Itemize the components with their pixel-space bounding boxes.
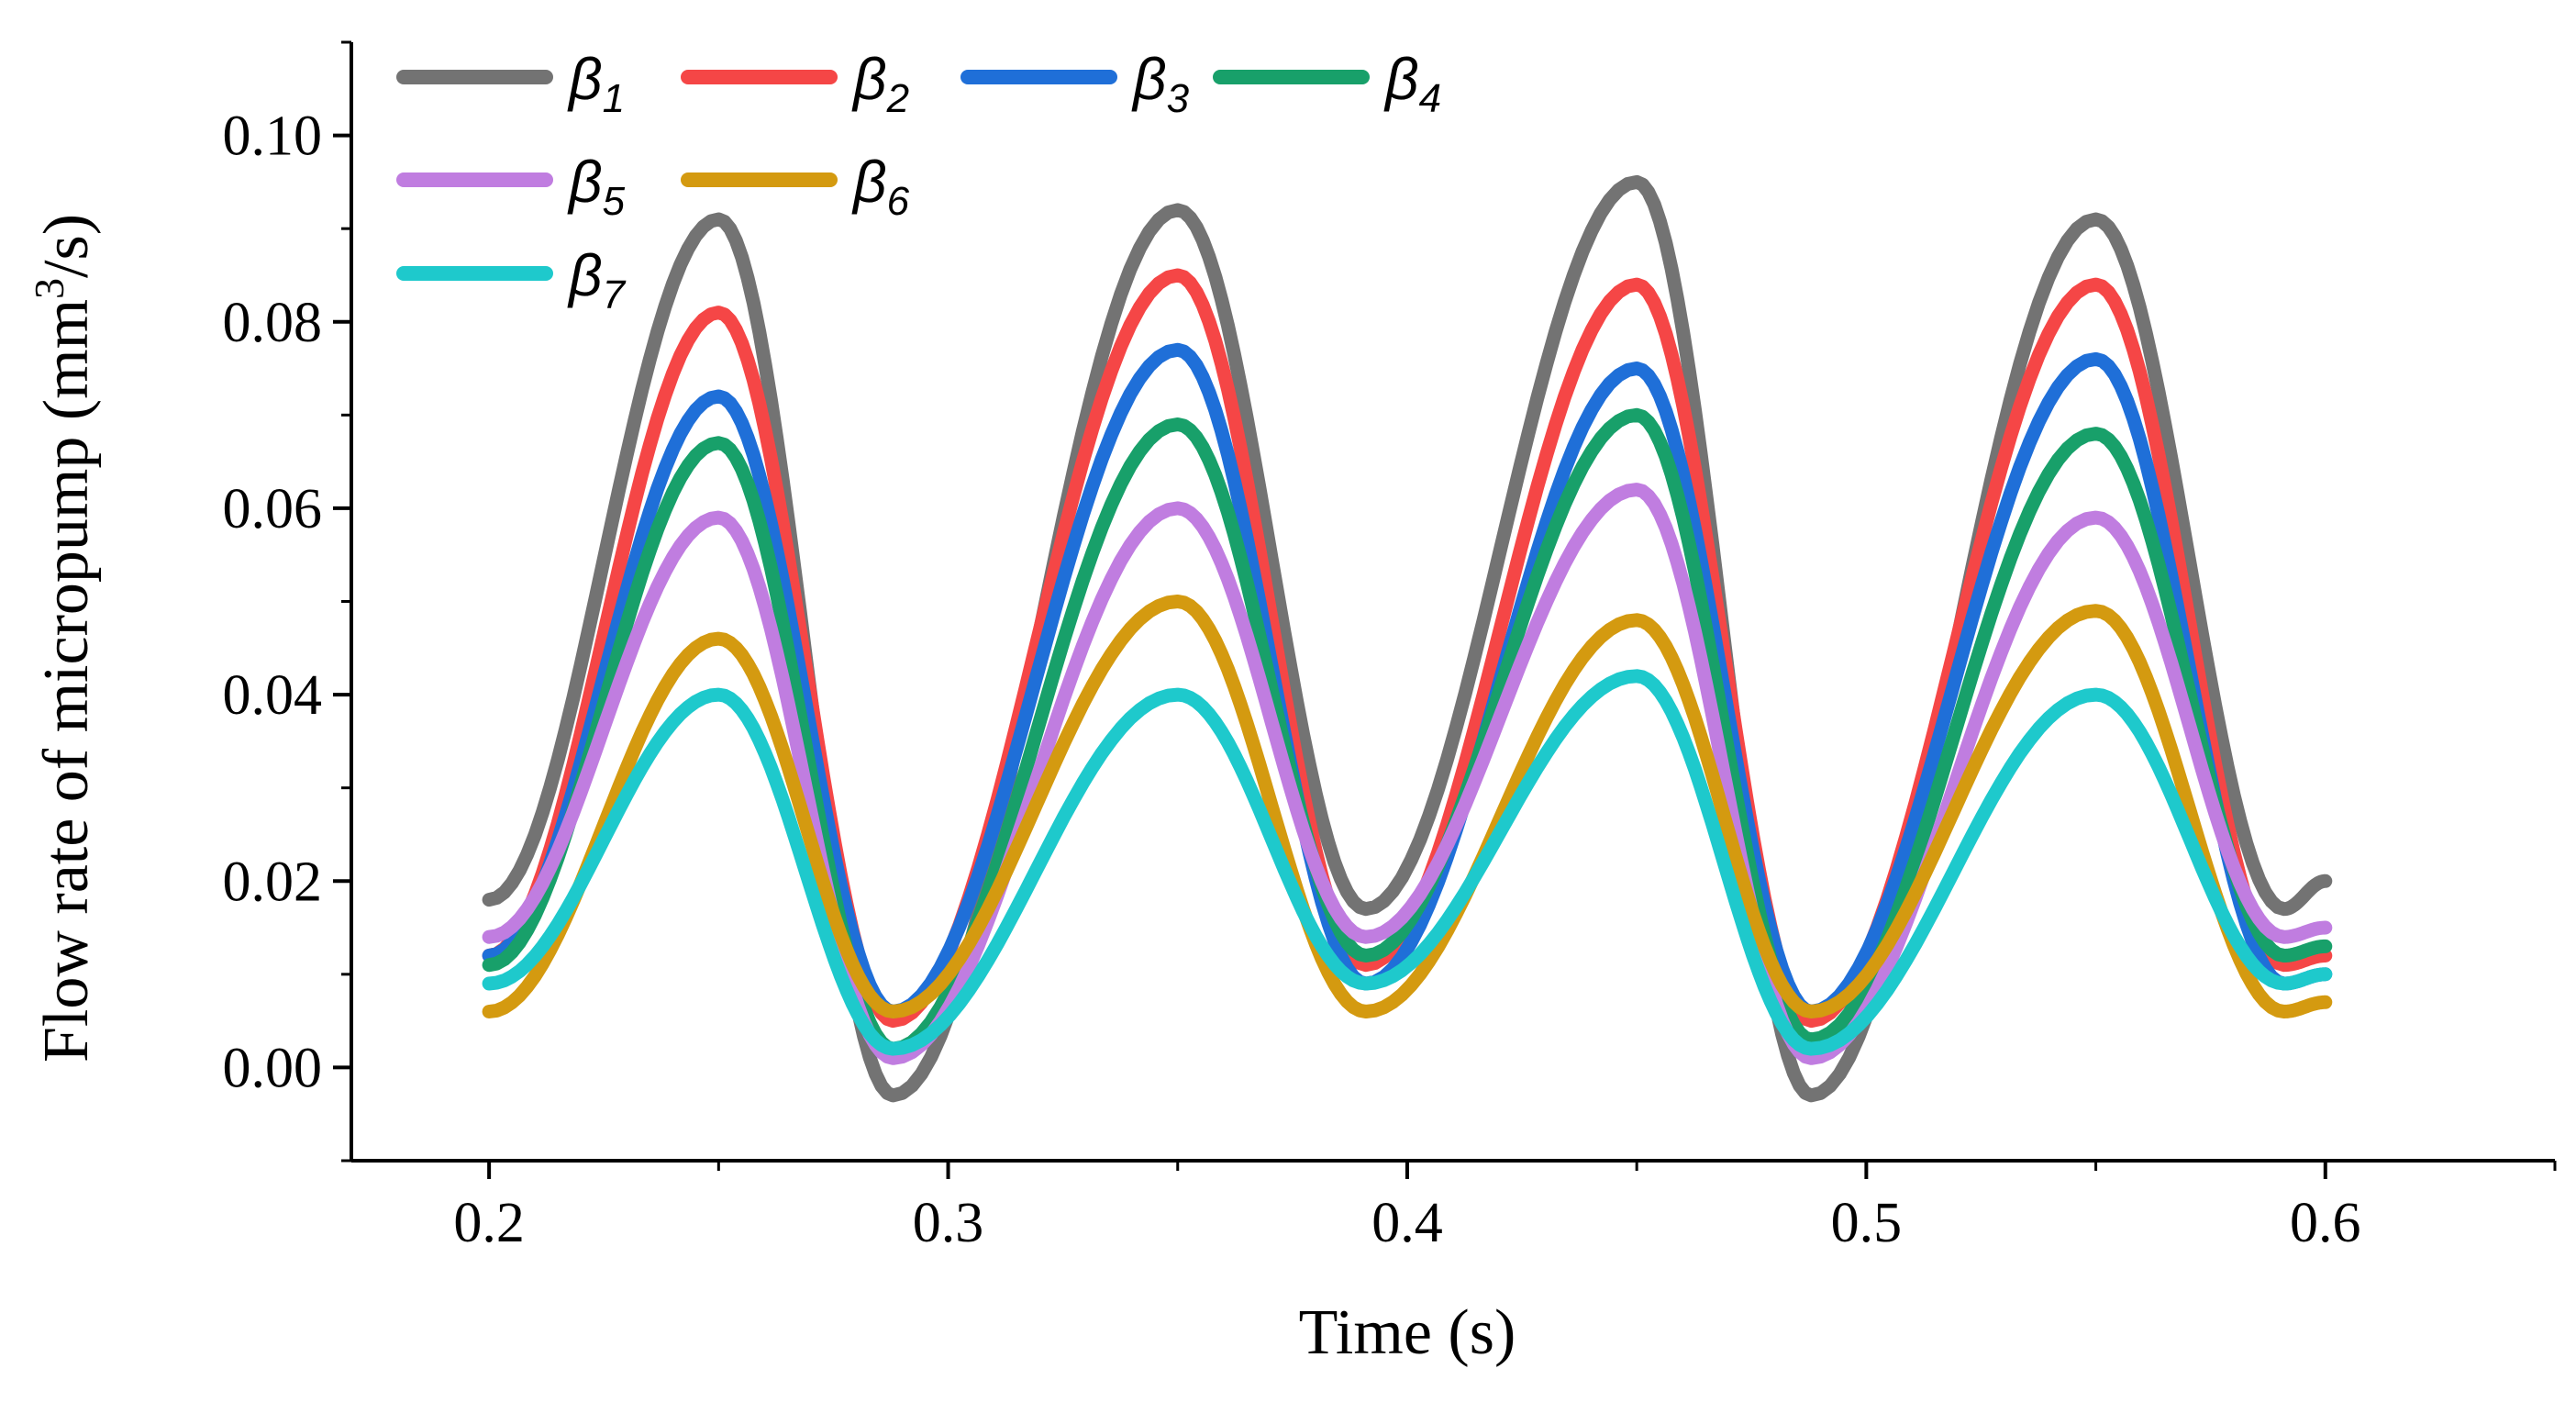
y-tick-label: 0.04: [223, 664, 323, 727]
legend-label-beta-4: β4: [1383, 46, 1441, 121]
series-line-beta-6: [482, 595, 2333, 1018]
legend-label-beta-7: β7: [567, 242, 627, 317]
x-axis-title: Time (s): [1299, 1297, 1516, 1368]
x-tick-label: 0.6: [2290, 1192, 2361, 1254]
y-tick-label: 0.06: [223, 478, 323, 540]
legend-label-beta-2: β2: [851, 46, 909, 121]
y-axis-title-unit: /s): [31, 214, 102, 278]
x-tick-label: 0.3: [913, 1192, 984, 1254]
legend: β1 β2 β3 β4 β5 β6 β7: [396, 46, 1441, 317]
ticks-layer: 0.2 0.3 0.4 0.5 0.6 0.00 0.02 0.04 0.06 0.08 0.10: [223, 40, 2557, 1254]
x-tick-label: 0.4: [1371, 1192, 1443, 1254]
legend-label-beta-1: β1: [567, 46, 625, 121]
y-tick-label: 0.10: [223, 106, 323, 168]
x-tick-label: 0.5: [1831, 1192, 1903, 1254]
axes-layer: [350, 42, 2555, 1163]
legend-label-beta-3: β3: [1131, 46, 1190, 121]
legend-label-beta-6: β6: [851, 149, 910, 224]
series-line-beta-5: [482, 483, 2333, 1065]
series-line-beta-7: [482, 669, 2333, 1056]
y-axis-title-superscript: 3: [26, 278, 72, 299]
y-axis-title-main: Flow rate of micropump (mm: [31, 299, 102, 1063]
x-tick-label: 0.2: [453, 1192, 525, 1254]
y-axis-title: Flow rate of micropump (mm3/s): [26, 214, 102, 1063]
series-layer: [482, 174, 2333, 1103]
y-tick-label: 0.00: [223, 1037, 323, 1099]
y-tick-label: 0.02: [223, 851, 323, 913]
y-tick-label: 0.08: [223, 292, 323, 354]
series-line-beta-4: [482, 407, 2333, 1056]
legend-label-beta-5: β5: [567, 149, 626, 224]
